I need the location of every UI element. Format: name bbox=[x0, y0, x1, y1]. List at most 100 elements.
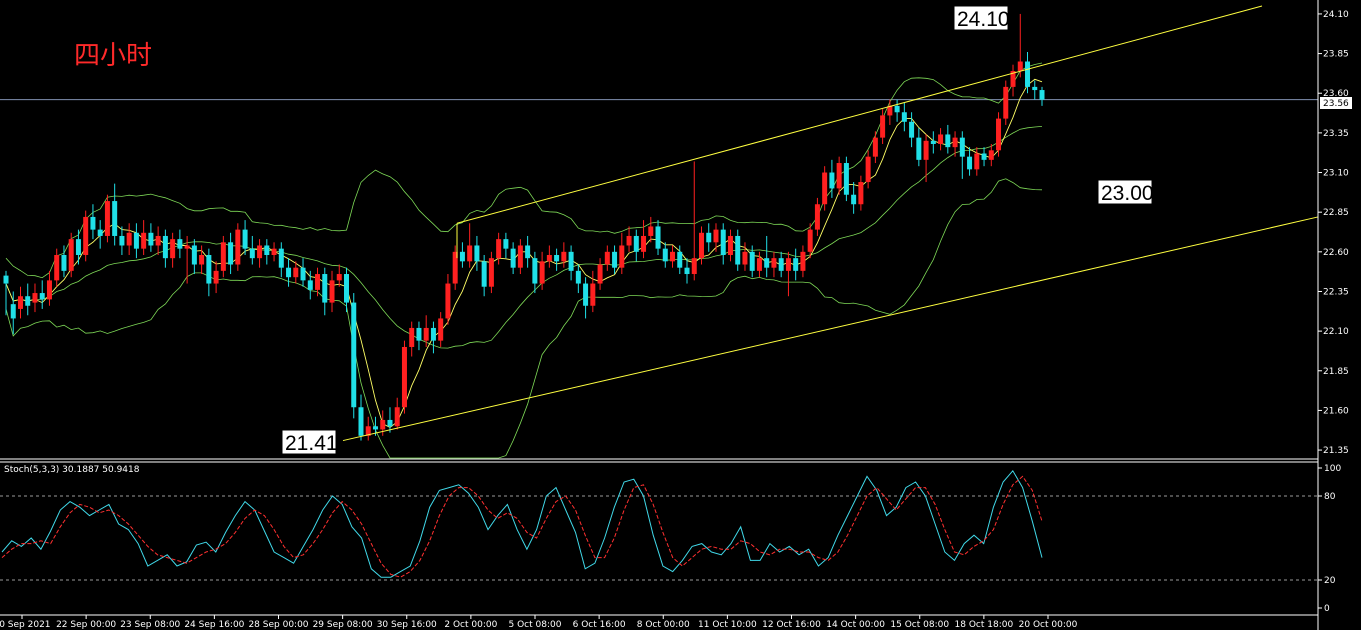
candle-body bbox=[872, 137, 878, 157]
candle-body bbox=[336, 274, 342, 281]
candle-body bbox=[162, 235, 168, 259]
candle-body bbox=[517, 245, 523, 268]
candle-body bbox=[344, 274, 350, 303]
candle-body bbox=[423, 327, 429, 341]
candle-body bbox=[372, 426, 378, 430]
candle-body bbox=[829, 172, 835, 189]
low-price-callout: 21.41 bbox=[281, 429, 338, 455]
candle-body bbox=[959, 137, 965, 157]
candle-body bbox=[293, 267, 299, 278]
candle-body bbox=[61, 254, 67, 271]
candle-body bbox=[575, 270, 581, 284]
candle-body bbox=[358, 407, 364, 436]
candle-body bbox=[691, 258, 697, 275]
time-tick-label: 20 Oct 00:00 bbox=[1019, 620, 1078, 630]
candle-body bbox=[322, 274, 328, 303]
candle-body bbox=[525, 245, 531, 259]
candle-body bbox=[90, 216, 96, 230]
candle-body bbox=[546, 254, 552, 262]
bollinger-lower bbox=[5, 178, 1043, 459]
candle-body bbox=[756, 258, 762, 271]
candle-body bbox=[452, 251, 458, 284]
candle-body bbox=[39, 293, 45, 300]
price-tick-label: 23.10 bbox=[1323, 169, 1349, 179]
candle-body bbox=[351, 302, 357, 408]
candle-body bbox=[554, 254, 560, 262]
candle-body bbox=[329, 280, 335, 303]
candle-body bbox=[17, 296, 23, 309]
svg-text:24.10: 24.10 bbox=[957, 8, 1010, 31]
candle-body bbox=[191, 245, 197, 265]
candle-body bbox=[126, 232, 132, 246]
candle-body bbox=[387, 419, 393, 427]
candle-body bbox=[583, 283, 589, 306]
candle-body bbox=[54, 254, 60, 281]
candle-body bbox=[3, 275, 9, 284]
candle-body bbox=[184, 245, 190, 249]
candle-body bbox=[1032, 86, 1038, 91]
high-price-callout: 24.10 bbox=[953, 5, 1010, 31]
candle-body bbox=[510, 248, 516, 268]
candle-body bbox=[916, 137, 922, 160]
candle-body bbox=[923, 140, 929, 160]
candle-body bbox=[1017, 61, 1023, 72]
candle-body bbox=[1003, 86, 1009, 119]
candle-body bbox=[32, 293, 38, 303]
candle-body bbox=[706, 232, 712, 243]
candle-body bbox=[641, 235, 647, 252]
price-tick-label: 22.35 bbox=[1323, 287, 1349, 297]
candle-body bbox=[416, 327, 422, 341]
candle-body bbox=[249, 248, 255, 259]
candle-body bbox=[981, 153, 987, 160]
time-tick-label: 11 Oct 10:00 bbox=[698, 620, 757, 630]
candle-body bbox=[858, 182, 864, 205]
stoch-k-line bbox=[1, 469, 1043, 578]
candle-body bbox=[764, 258, 770, 268]
candle-body bbox=[228, 242, 234, 265]
candle-body bbox=[133, 232, 139, 249]
stoch-tick-label: 20 bbox=[1324, 576, 1336, 586]
candle-body bbox=[604, 251, 610, 265]
candle-body bbox=[785, 258, 791, 271]
candle-body bbox=[365, 426, 371, 436]
candle-body bbox=[988, 150, 994, 160]
candlestick-series bbox=[3, 13, 1045, 441]
candle-body bbox=[945, 134, 951, 148]
candle-body bbox=[568, 251, 574, 271]
candle-body bbox=[438, 318, 444, 341]
price-tick-label: 22.85 bbox=[1323, 208, 1349, 218]
candle-body bbox=[778, 258, 784, 271]
time-tick-label: 28 Sep 00:00 bbox=[248, 620, 308, 630]
candle-body bbox=[880, 115, 886, 138]
candle-body bbox=[430, 327, 436, 341]
candle-body bbox=[539, 261, 545, 284]
candle-body bbox=[619, 245, 625, 268]
candle-body bbox=[967, 156, 973, 170]
time-tick-label: 20 Sep 2021 bbox=[0, 620, 51, 630]
time-tick-label: 6 Oct 16:00 bbox=[573, 620, 626, 630]
time-tick-label: 23 Sep 08:00 bbox=[120, 620, 180, 630]
candle-body bbox=[271, 248, 277, 255]
candle-body bbox=[612, 251, 618, 268]
bollinger-upper bbox=[5, 62, 1043, 279]
candle-body bbox=[814, 204, 820, 230]
svg-text:23.56: 23.56 bbox=[1323, 99, 1349, 109]
candle-body bbox=[119, 235, 125, 246]
candle-body bbox=[68, 239, 74, 271]
candle-body bbox=[930, 140, 936, 144]
candle-body bbox=[655, 226, 661, 249]
candle-body bbox=[800, 251, 806, 271]
candle-body bbox=[242, 229, 248, 249]
price-tick-label: 23.60 bbox=[1323, 89, 1349, 99]
time-tick-label: 15 Oct 08:00 bbox=[890, 620, 949, 630]
stochastic-panel: 100 80 20 0 bbox=[0, 464, 1341, 614]
candle-body bbox=[662, 248, 668, 262]
time-tick-label: 8 Oct 00:00 bbox=[637, 620, 690, 630]
price-tick-label: 21.85 bbox=[1323, 367, 1349, 377]
candle-body bbox=[220, 242, 226, 271]
candle-body bbox=[822, 172, 828, 205]
candle-body bbox=[445, 283, 451, 319]
time-tick-label: 18 Oct 18:00 bbox=[955, 620, 1014, 630]
